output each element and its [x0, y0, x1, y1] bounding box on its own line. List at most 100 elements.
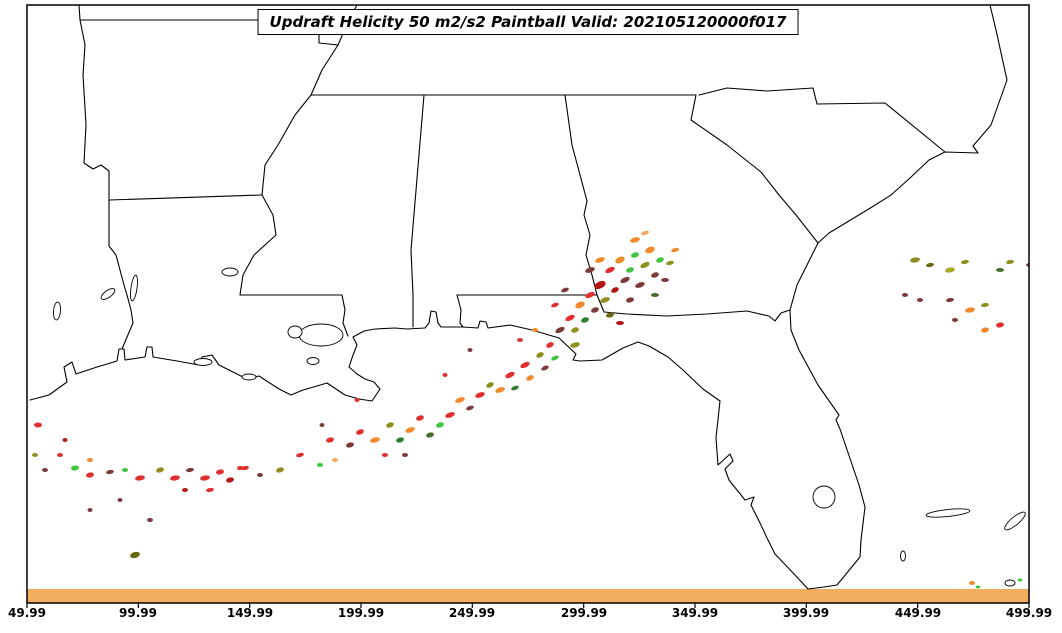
paintball-object [467, 348, 473, 352]
paintball-object [405, 427, 415, 433]
paintball-object [442, 373, 448, 377]
paintball-object [961, 259, 969, 265]
paintball-object [495, 387, 505, 393]
lake-maurepas [287, 325, 303, 339]
paintball-object [606, 312, 614, 318]
paintball-object [1017, 578, 1023, 582]
lake-salvador [306, 357, 320, 365]
paintball-object [200, 475, 210, 481]
paintball-object [546, 342, 554, 348]
paintball-object [651, 272, 659, 278]
paintball-object [517, 338, 523, 342]
plot-frame [26, 4, 1030, 604]
paintball-object [640, 261, 650, 269]
paintball-object [86, 472, 94, 478]
border-ga-fl [596, 294, 791, 322]
x-tick-label: 149.99 [226, 606, 274, 620]
paintball-object [541, 365, 549, 371]
paintball-layer [32, 230, 1045, 589]
paintball-object [382, 453, 388, 457]
border-ms-al [410, 94, 425, 328]
paintball-object [182, 488, 188, 492]
paintball-object [486, 382, 494, 388]
paintball-object [32, 453, 38, 457]
bimini-island [900, 550, 906, 562]
border-ga-sc-savannah-river [690, 94, 819, 244]
paintball-object [71, 465, 79, 471]
paintball-object [42, 468, 48, 472]
paintball-object [511, 385, 519, 391]
paintball-object [505, 371, 515, 379]
paintball-object [571, 327, 579, 333]
paintball-object [206, 487, 214, 493]
catahoula-lake [221, 267, 239, 277]
paintball-object [1036, 255, 1045, 260]
plot-title: Updraft Helicity 50 m2/s2 Paintball Vali… [269, 13, 787, 31]
paintball-object [445, 412, 455, 418]
paintball-object [1032, 298, 1038, 302]
paintball-object [645, 246, 655, 254]
paintball-object [475, 392, 485, 398]
x-tick-label: 249.99 [448, 606, 496, 620]
border-la-ms-31n-pearl [239, 294, 349, 337]
paintball-object [581, 317, 589, 323]
lake-livingston [52, 301, 62, 321]
paintball-object [641, 230, 649, 236]
paintball-object [62, 438, 68, 442]
paintball-object [257, 473, 263, 477]
paintball-object [611, 287, 619, 293]
paintball-object [594, 280, 606, 290]
paintball-object [605, 266, 615, 274]
paintball-object [354, 398, 360, 402]
paintball-object [455, 397, 465, 403]
paintball-object [426, 432, 434, 438]
paintball-object [106, 469, 114, 475]
paintball-object [370, 437, 380, 443]
paintball-object [996, 268, 1004, 272]
paintball-object [565, 314, 575, 322]
paintball-object [326, 437, 334, 443]
paintball-object [616, 321, 624, 325]
gulf-atlantic-coastline-path [29, 5, 1008, 590]
paintball-object [969, 581, 975, 585]
sam-rayburn-reservoir [100, 288, 116, 300]
paintball-object [536, 352, 544, 358]
paintball-object [532, 328, 538, 332]
paintball-object [526, 375, 534, 381]
paintball-object [656, 257, 664, 263]
paintball-object [585, 267, 595, 273]
paintball-object [34, 422, 42, 428]
paintball-object [575, 301, 585, 309]
x-tick-label: 349.99 [671, 606, 719, 620]
grand-white-lake [193, 358, 213, 366]
eleuthera-island [1036, 574, 1044, 579]
paintball-object [585, 291, 595, 299]
paintball-object [591, 307, 599, 313]
border-tx-ar-la [78, 5, 134, 350]
paintball-object [595, 257, 605, 263]
paintball-object [910, 257, 920, 263]
paintball-object [317, 463, 323, 467]
state-borders [78, 5, 946, 350]
paintball-object [87, 508, 93, 512]
paintball-object [122, 468, 128, 472]
border-nc-sc [698, 87, 946, 153]
paintball-object [117, 498, 123, 502]
paintball-object [356, 429, 364, 435]
x-tick-label: 49.99 [8, 606, 46, 620]
paintball-object [561, 287, 569, 293]
paintball-object [416, 415, 424, 421]
paintball-object [1026, 263, 1029, 267]
paintball-object [319, 423, 325, 427]
paintball-object [186, 467, 194, 473]
coastline [29, 5, 1008, 590]
paintball-object [631, 252, 639, 258]
paintball-object [651, 293, 659, 297]
paintball-object [555, 326, 565, 334]
x-axis-ticks [26, 603, 1030, 608]
x-tick-label: 199.99 [337, 606, 385, 620]
paintball-object [402, 453, 408, 457]
paintball-object [570, 342, 580, 348]
paintball-object [216, 469, 224, 475]
